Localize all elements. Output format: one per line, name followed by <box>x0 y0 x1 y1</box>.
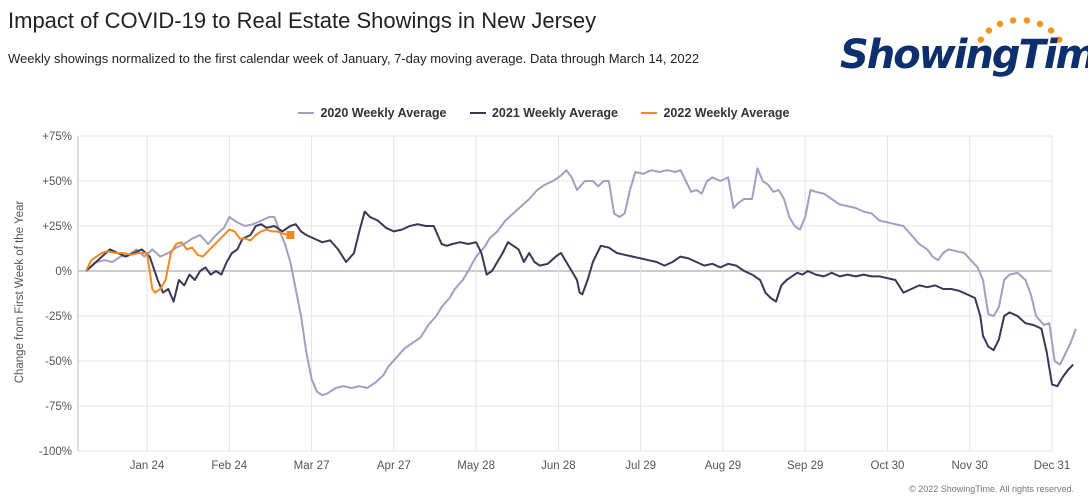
legend-label-2021: 2021 Weekly Average <box>491 106 618 120</box>
logo-dot <box>985 27 993 34</box>
logo-dot <box>1056 36 1063 43</box>
copyright-notice: © 2022 ShowingTime. All rights reserved. <box>909 484 1074 494</box>
x-tick-label: Aug 29 <box>705 460 741 472</box>
series-line-2022 <box>85 228 289 294</box>
y-tick-label: +50% <box>42 176 72 188</box>
legend-swatch-2020 <box>298 112 315 114</box>
page-subtitle: Weekly showings normalized to the first … <box>8 51 700 66</box>
legend-label-2022: 2022 Weekly Average <box>663 106 790 120</box>
x-tick-label: May 28 <box>457 460 495 472</box>
logo-dots-icon <box>973 17 1063 54</box>
showingtime-logo: ShowingTime® <box>840 14 1088 84</box>
x-tick-label: Dec 31 <box>1034 460 1070 472</box>
x-tick-label: Jul 29 <box>625 460 656 472</box>
x-tick-label: Feb 24 <box>211 460 247 472</box>
legend-swatch-2022 <box>641 112 658 114</box>
chart-legend: 2020 Weekly Average 2021 Weekly Average … <box>0 103 1088 120</box>
y-axis-ticks: +75% +50% +25% 0% -25% -50% -75% -100% <box>39 131 72 458</box>
x-tick-label: Jan 24 <box>130 460 165 472</box>
logo-dot <box>1023 17 1031 24</box>
logo-dot <box>996 20 1004 28</box>
series-line-2021 <box>85 210 1074 388</box>
y-tick-label: -50% <box>45 356 72 368</box>
chart-lines <box>85 167 1077 397</box>
legend-item-2022[interactable]: 2022 Weekly Average <box>641 106 790 120</box>
x-tick-label: Oct 30 <box>871 460 905 472</box>
legend-swatch-2021 <box>469 112 486 114</box>
legend-label-2020: 2020 Weekly Average <box>320 106 447 120</box>
y-tick-label: -75% <box>45 401 72 413</box>
y-tick-label: 0% <box>55 266 72 278</box>
logo-dot <box>1036 20 1044 28</box>
x-tick-label: Apr 27 <box>377 460 411 472</box>
y-tick-label: -25% <box>45 311 72 323</box>
y-tick-label: +75% <box>42 131 72 143</box>
series-end-marker <box>286 231 295 239</box>
series-line-2020 <box>85 167 1077 397</box>
logo-wordmark-text: ShowingTime <box>840 32 1088 78</box>
x-tick-label: Sep 29 <box>787 460 823 472</box>
chart-grid <box>77 135 1053 452</box>
logo-wordmark: ShowingTime® <box>840 32 1088 78</box>
x-tick-label: Jun 28 <box>541 460 576 472</box>
logo-dot <box>1047 27 1055 34</box>
y-tick-label: -100% <box>39 446 72 458</box>
logo-dot <box>973 47 980 54</box>
logo-dot <box>977 36 984 43</box>
page-title: Impact of COVID-19 to Real Estate Showin… <box>8 8 597 33</box>
legend-item-2020[interactable]: 2020 Weekly Average <box>298 106 447 120</box>
x-tick-label: Nov 30 <box>952 460 988 472</box>
logo-dot <box>1009 17 1017 24</box>
legend-item-2021[interactable]: 2021 Weekly Average <box>469 106 618 120</box>
x-tick-label: Mar 27 <box>294 460 330 472</box>
y-tick-label: +25% <box>42 221 72 233</box>
x-axis-ticks: Jan 24 Feb 24 Mar 27 Apr 27 May 28 Jun 28 Jul … <box>130 460 1070 472</box>
